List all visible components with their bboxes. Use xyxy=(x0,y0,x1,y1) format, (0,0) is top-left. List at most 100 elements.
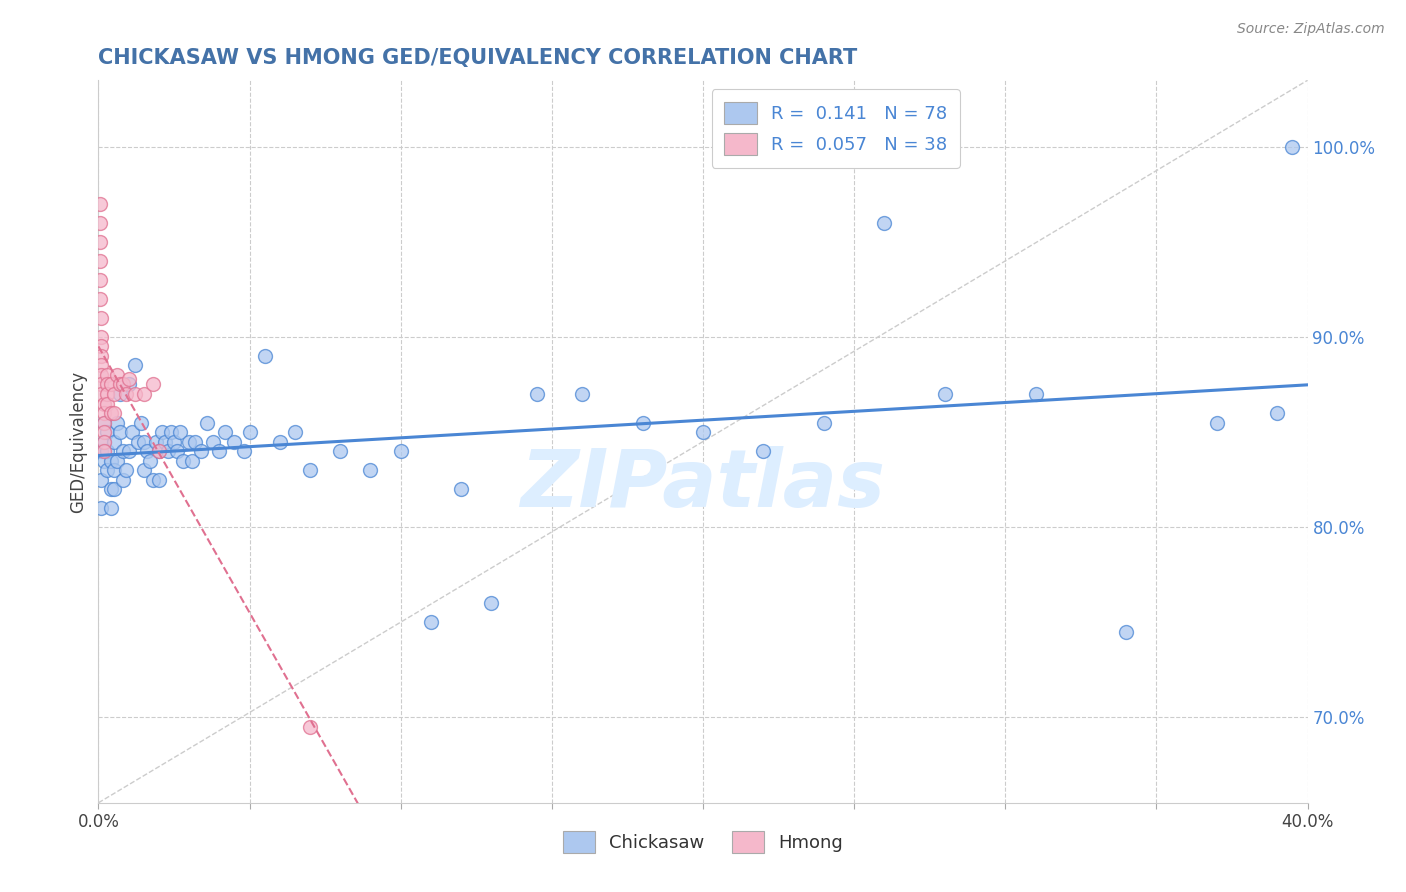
Point xyxy=(93,416,115,430)
Point xyxy=(195,416,218,430)
Point xyxy=(181,453,204,467)
Point xyxy=(1281,140,1303,154)
Text: CHICKASAW VS HMONG GED/EQUIVALENCY CORRELATION CHART: CHICKASAW VS HMONG GED/EQUIVALENCY CORRE… xyxy=(98,47,858,68)
Point xyxy=(89,273,111,287)
Point xyxy=(93,444,115,458)
Point xyxy=(156,444,179,458)
Point xyxy=(96,387,118,401)
Point xyxy=(202,434,225,449)
Point xyxy=(108,425,131,439)
Point xyxy=(145,434,167,449)
Point xyxy=(269,434,291,449)
Point xyxy=(114,387,136,401)
Point xyxy=(420,615,443,630)
Point xyxy=(103,434,125,449)
Point xyxy=(90,310,112,325)
Point xyxy=(108,387,131,401)
Point xyxy=(96,396,118,410)
Point xyxy=(873,216,896,230)
Point xyxy=(208,444,231,458)
Point xyxy=(526,387,548,401)
Point xyxy=(232,444,254,458)
Point xyxy=(114,463,136,477)
Point xyxy=(90,473,112,487)
Point xyxy=(89,216,111,230)
Point xyxy=(1206,416,1229,430)
Point xyxy=(329,444,352,458)
Point xyxy=(90,349,112,363)
Point xyxy=(118,377,141,392)
Point xyxy=(148,444,170,458)
Point xyxy=(93,434,115,449)
Point xyxy=(148,473,170,487)
Point xyxy=(118,444,141,458)
Point xyxy=(571,387,593,401)
Point xyxy=(103,482,125,496)
Point xyxy=(239,425,262,439)
Point xyxy=(105,416,128,430)
Point xyxy=(96,368,118,382)
Point xyxy=(121,425,143,439)
Point xyxy=(89,197,111,211)
Point xyxy=(111,473,134,487)
Text: ZIPatlas: ZIPatlas xyxy=(520,446,886,524)
Point xyxy=(148,444,170,458)
Point xyxy=(90,359,112,373)
Point xyxy=(253,349,276,363)
Point xyxy=(127,434,149,449)
Point xyxy=(93,425,115,439)
Point xyxy=(103,387,125,401)
Point xyxy=(93,406,115,420)
Point xyxy=(153,434,176,449)
Point xyxy=(90,339,112,353)
Point xyxy=(124,387,146,401)
Point xyxy=(135,444,157,458)
Point xyxy=(450,482,472,496)
Point xyxy=(389,444,412,458)
Point xyxy=(813,416,835,430)
Point xyxy=(100,482,122,496)
Point xyxy=(124,359,146,373)
Point xyxy=(752,444,775,458)
Point xyxy=(1115,624,1137,639)
Point xyxy=(284,425,307,439)
Point xyxy=(132,434,155,449)
Point xyxy=(132,463,155,477)
Point xyxy=(631,416,654,430)
Point xyxy=(96,463,118,477)
Point xyxy=(90,501,112,516)
Point xyxy=(90,330,112,344)
Point xyxy=(111,377,134,392)
Point xyxy=(93,434,115,449)
Point xyxy=(100,453,122,467)
Point xyxy=(105,368,128,382)
Point xyxy=(184,434,207,449)
Point xyxy=(132,387,155,401)
Point xyxy=(299,720,322,734)
Point xyxy=(89,292,111,306)
Point xyxy=(163,434,186,449)
Point xyxy=(93,453,115,467)
Point xyxy=(90,444,112,458)
Point xyxy=(103,463,125,477)
Legend: Chickasaw, Hmong: Chickasaw, Hmong xyxy=(550,819,856,866)
Point xyxy=(96,425,118,439)
Point xyxy=(179,434,201,449)
Point xyxy=(129,416,152,430)
Point xyxy=(139,453,162,467)
Point xyxy=(299,463,322,477)
Point xyxy=(100,501,122,516)
Point xyxy=(90,377,112,392)
Point xyxy=(93,396,115,410)
Point xyxy=(214,425,236,439)
Point xyxy=(96,377,118,392)
Point xyxy=(142,377,165,392)
Point xyxy=(360,463,382,477)
Point xyxy=(89,235,111,249)
Point xyxy=(96,444,118,458)
Point xyxy=(93,416,115,430)
Point xyxy=(118,372,141,386)
Point xyxy=(108,377,131,392)
Point xyxy=(111,444,134,458)
Point xyxy=(224,434,246,449)
